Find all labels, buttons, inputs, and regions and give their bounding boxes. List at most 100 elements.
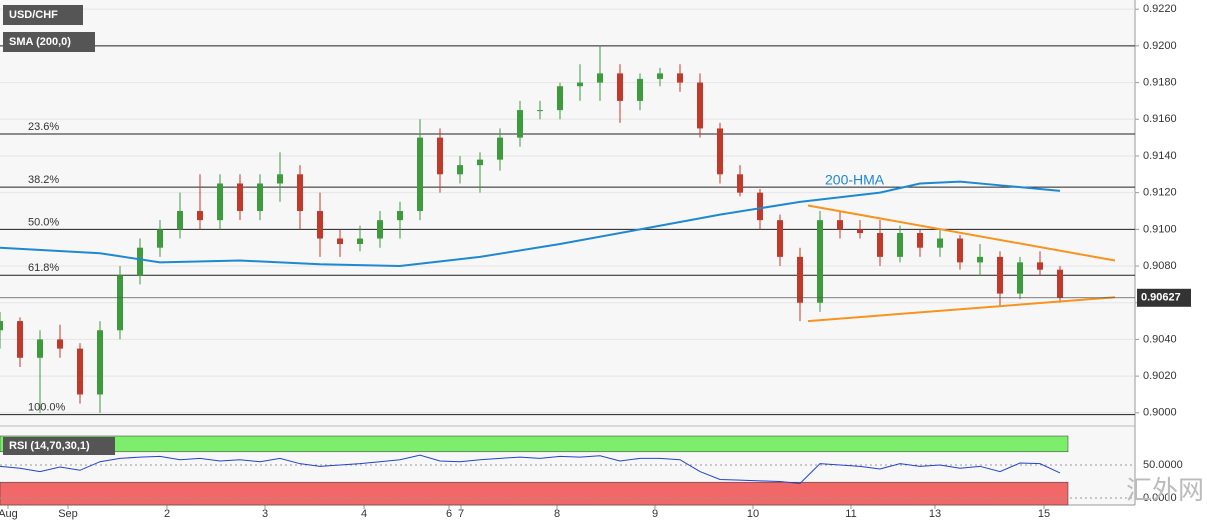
- y-tick-label: 0.9100: [1143, 223, 1177, 235]
- candle-body: [677, 73, 683, 83]
- candle-body: [1057, 269, 1063, 298]
- rsi-box: [3, 437, 115, 455]
- y-tick-label: 0.0000: [1143, 492, 1177, 504]
- rsi-label: RSI (14,70,30,1): [9, 440, 90, 452]
- last-price-label: 0.90627: [1141, 292, 1181, 304]
- x-tick-label: Sep: [58, 508, 78, 520]
- candle-body: [257, 183, 263, 211]
- x-tick-label: 7: [458, 508, 464, 520]
- candle-body: [117, 275, 123, 331]
- candle-body: [737, 174, 743, 193]
- y-tick-label: 50.0000: [1143, 459, 1183, 471]
- y-tick-label: 0.9160: [1143, 113, 1177, 125]
- candle-body: [777, 220, 783, 257]
- x-tick-label: 4: [361, 508, 367, 520]
- series-label: 200-HMA: [825, 171, 885, 187]
- fib-label: 50.0%: [28, 216, 59, 228]
- candle-body: [917, 233, 923, 248]
- last-price-box: [1137, 288, 1191, 307]
- candle-body: [57, 339, 63, 349]
- candle-body: [137, 247, 143, 276]
- candle-body: [457, 165, 463, 175]
- candle-body: [177, 211, 183, 230]
- indicator-label: SMA (200,0): [9, 36, 71, 48]
- candle-body: [157, 229, 163, 248]
- candle-body: [1037, 262, 1043, 270]
- candle-body: [837, 220, 843, 230]
- candle-body: [957, 238, 963, 263]
- candle-body: [717, 128, 723, 175]
- candle-body: [857, 229, 863, 234]
- candle-body: [637, 78, 643, 101]
- hma-line: [0, 180, 1061, 268]
- x-tick-label: 13: [929, 508, 941, 520]
- candle-body: [657, 73, 663, 79]
- trendline: [807, 204, 1116, 262]
- rsi-line: [0, 454, 1061, 485]
- candle-body: [577, 82, 583, 87]
- candle-body: [237, 183, 243, 211]
- candle-body: [597, 73, 603, 83]
- candle-body: [0, 321, 3, 331]
- x-tick-label: 6: [446, 508, 452, 520]
- x-tick-label: 3: [262, 508, 268, 520]
- indicator-box: [3, 32, 95, 52]
- candle-body: [437, 137, 443, 175]
- candle-body: [897, 233, 903, 257]
- candle-body: [617, 73, 623, 101]
- candle-body: [317, 211, 323, 239]
- x-tick-label: Aug: [0, 508, 18, 520]
- fib-label: 100.0%: [28, 402, 66, 414]
- y-tick-label: 0.9140: [1143, 150, 1177, 162]
- candle-body: [97, 330, 103, 395]
- candle-body: [277, 174, 283, 184]
- x-tick-label: 10: [747, 508, 759, 520]
- fib-label: 23.6%: [28, 121, 59, 133]
- fib-label: 38.2%: [28, 174, 59, 186]
- symbol-box: [3, 5, 83, 25]
- candle-body: [517, 110, 523, 138]
- candle-body: [797, 256, 803, 303]
- candle-body: [817, 220, 823, 303]
- candle-body: [297, 174, 303, 211]
- x-tick-label: 2: [164, 508, 170, 520]
- candle-body: [697, 82, 703, 129]
- candle-body: [557, 86, 563, 111]
- candle-body: [937, 238, 943, 248]
- candle-body: [17, 321, 23, 358]
- y-tick-label: 0.9180: [1143, 76, 1177, 88]
- fib-label: 61.8%: [28, 262, 59, 274]
- x-tick-label: 11: [845, 508, 856, 520]
- x-tick-label: 9: [652, 508, 658, 520]
- candle-body: [497, 137, 503, 160]
- x-tick-label: 8: [554, 508, 560, 520]
- candle-body: [337, 238, 343, 245]
- y-tick-label: 0.9040: [1143, 333, 1177, 345]
- candle-body: [417, 137, 423, 211]
- y-tick-label: 0.9080: [1143, 260, 1177, 272]
- candle-body: [477, 159, 483, 166]
- symbol-label: USD/CHF: [9, 9, 58, 21]
- y-tick-label: 0.9220: [1143, 3, 1177, 15]
- candle-body: [537, 110, 543, 112]
- candle-body: [37, 339, 43, 358]
- y-tick-label: 0.9000: [1143, 407, 1177, 419]
- candle-body: [997, 256, 1003, 294]
- x-tick-label: 15: [1038, 508, 1050, 520]
- watermark: 汇外网: [1126, 475, 1204, 505]
- candle-body: [377, 220, 383, 239]
- y-tick-label: 0.9120: [1143, 187, 1177, 199]
- candle-body: [197, 211, 203, 221]
- candle-body: [217, 183, 223, 221]
- y-tick-label: 0.9020: [1143, 370, 1177, 382]
- candle-body: [77, 348, 83, 395]
- rsi-band: [0, 481, 1069, 506]
- candle-body: [397, 211, 403, 221]
- candle-body: [757, 192, 763, 221]
- y-tick-label: 0.9200: [1143, 40, 1177, 52]
- candle-body: [357, 238, 363, 245]
- candle-body: [1017, 262, 1023, 294]
- rsi-band: [0, 435, 1069, 453]
- candle-body: [977, 256, 983, 263]
